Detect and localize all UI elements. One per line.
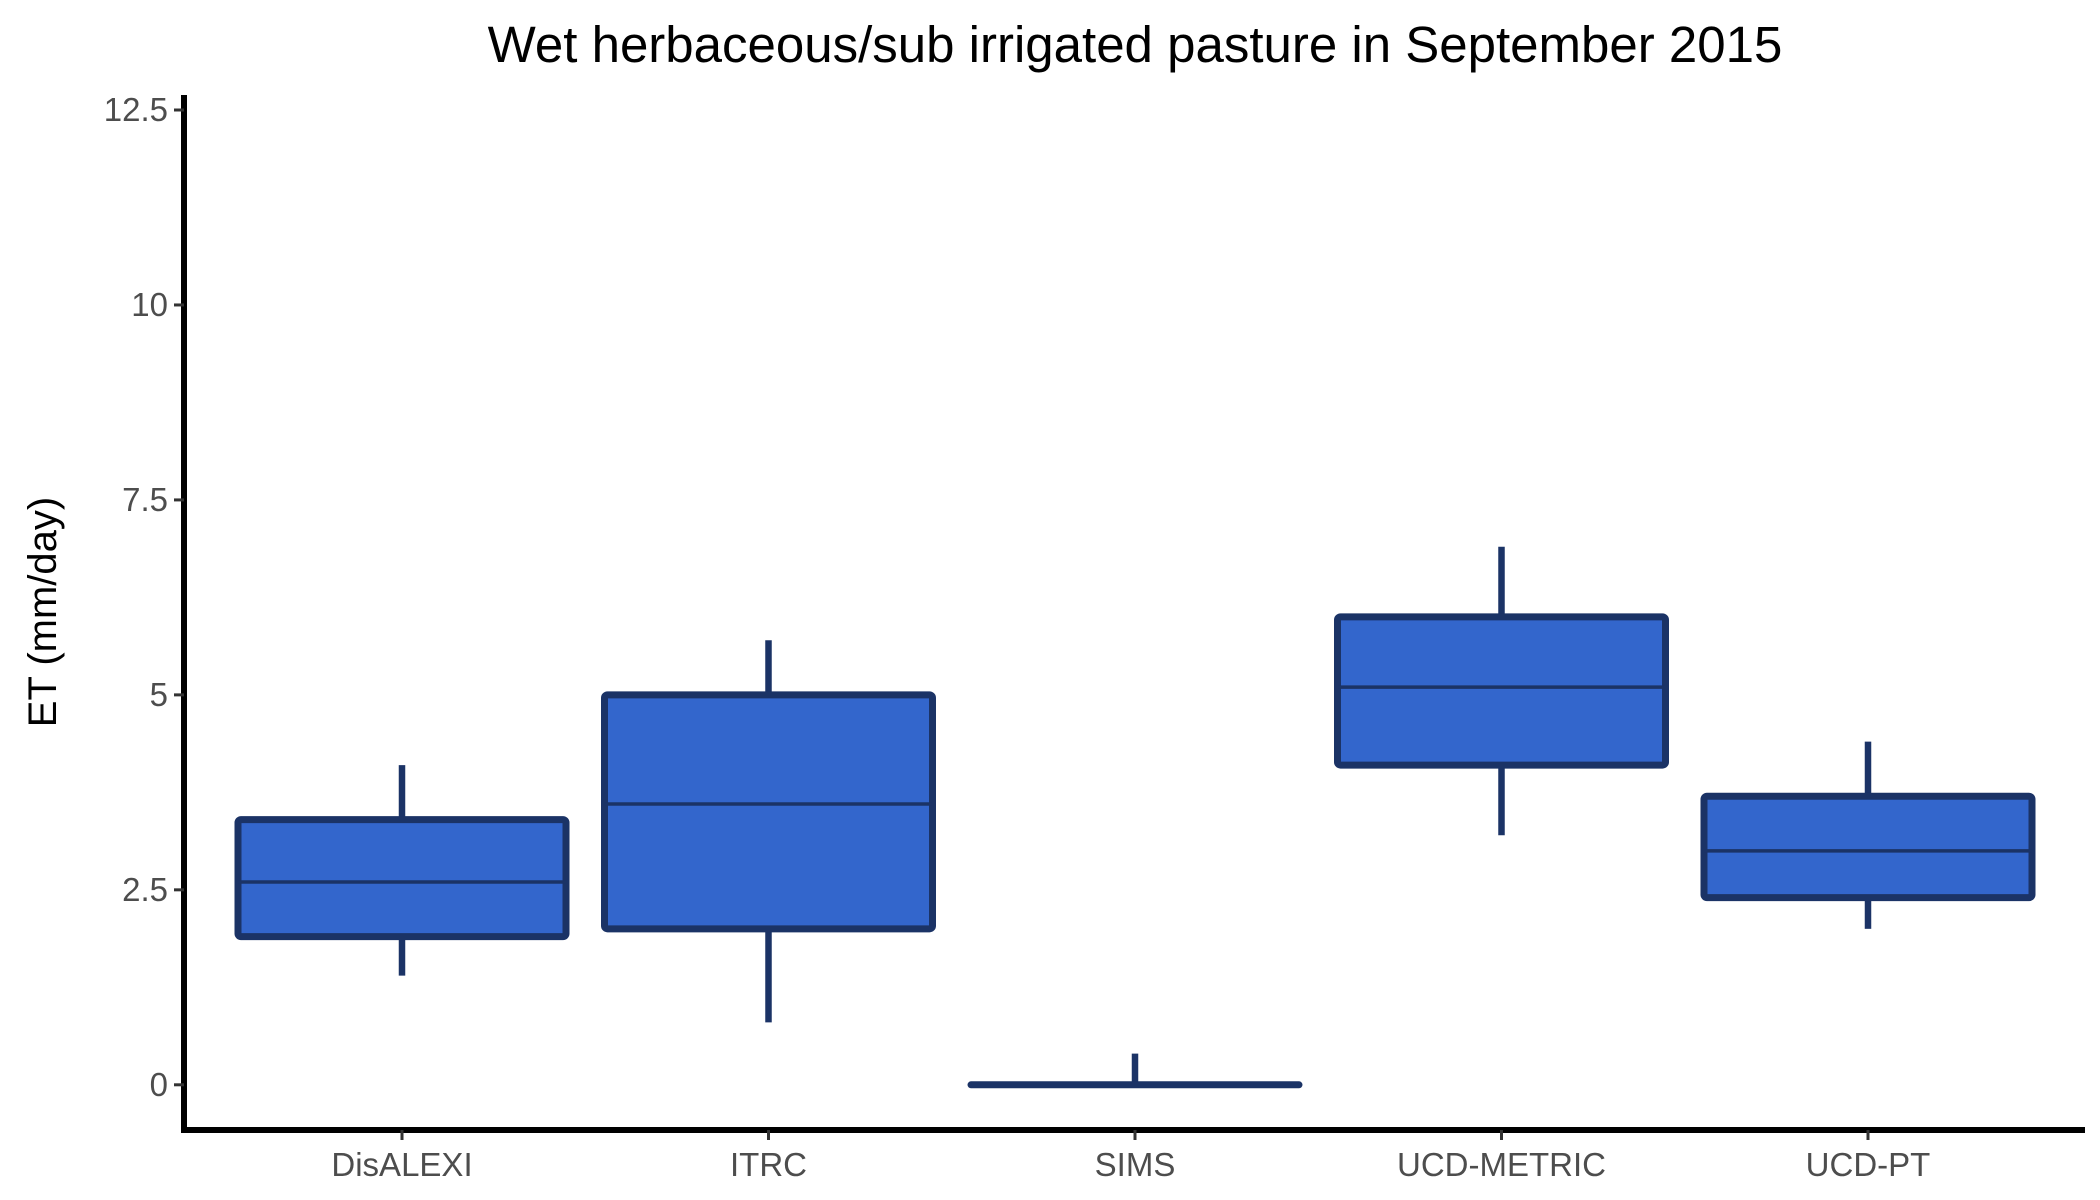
plot-area <box>234 546 2036 1089</box>
box-ucd-metric <box>1334 546 1669 836</box>
x-tick-label: UCD-METRIC <box>1397 1146 1606 1183</box>
x-tick-label: ITRC <box>730 1146 807 1183</box>
y-tick-label: 2.5 <box>122 871 168 908</box>
y-tick-label: 10 <box>131 286 168 323</box>
x-tick-label: UCD-PT <box>1806 1146 1931 1183</box>
x-axis: DisALEXI ITRC SIMS UCD-METRIC UCD-PT <box>181 1127 2085 1183</box>
x-tick-label: SIMS <box>1095 1146 1176 1183</box>
x-tick-label: DisALEXI <box>331 1146 472 1183</box>
iqr-box <box>1700 792 2036 902</box>
y-axis-title: ET (mm/day) <box>21 497 65 727</box>
chart-title: Wet herbaceous/sub irrigated pasture in … <box>488 16 1783 73</box>
y-tick-label: 7.5 <box>122 481 168 518</box>
box-disalexi <box>234 765 570 976</box>
y-tick-label: 5 <box>150 676 168 713</box>
y-tick-label: 0 <box>150 1066 168 1103</box>
iqr-box <box>1334 613 1669 769</box>
iqr-box <box>234 816 570 941</box>
iqr-box <box>601 691 936 933</box>
box-ucd-pt <box>1700 741 2036 929</box>
y-axis: 0 2.5 5 7.5 10 12.5 <box>104 91 187 1133</box>
y-tick-label: 12.5 <box>104 91 168 128</box>
box-itrc <box>601 640 936 1023</box>
box-sims <box>967 1053 1303 1089</box>
